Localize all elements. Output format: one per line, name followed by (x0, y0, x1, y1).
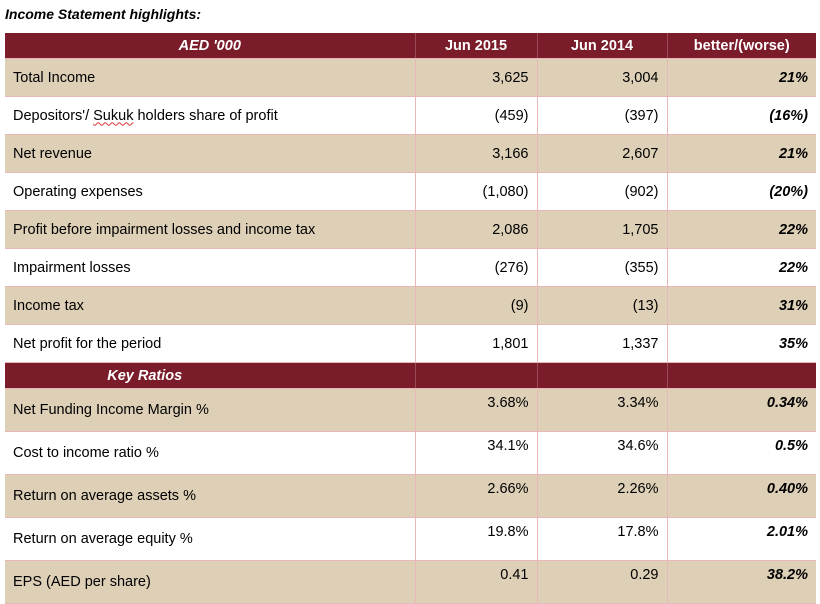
table-row: Operating expenses (1,080) (902) (20%) (5, 172, 816, 211)
value-change: 0.34% (667, 388, 816, 432)
value-jun-2014: 2.26% (537, 474, 668, 518)
row-label: Operating expenses (5, 172, 416, 211)
value-change: 0.5% (667, 431, 816, 475)
table-row: Net profit for the period 1,801 1,337 35… (5, 324, 816, 363)
value-jun-2014: 17.8% (537, 517, 668, 561)
value-change: 31% (667, 286, 816, 325)
row-label: Net profit for the period (5, 324, 416, 363)
value-jun-2014: 34.6% (537, 431, 668, 475)
value-jun-2015: (459) (415, 96, 538, 135)
value-change: 22% (667, 210, 816, 249)
value-jun-2014: 0.29 (537, 560, 668, 604)
value-jun-2014: (902) (537, 172, 668, 211)
value-jun-2015: 2,086 (415, 210, 538, 249)
table-row: Net revenue 3,166 2,607 21% (5, 134, 816, 173)
table-row: Profit before impairment losses and inco… (5, 210, 816, 249)
header-better-worse: better/(worse) (667, 33, 816, 59)
value-jun-2015: (9) (415, 286, 538, 325)
value-jun-2014: (13) (537, 286, 668, 325)
value-jun-2015: 2.66% (415, 474, 538, 518)
value-change: 21% (667, 58, 816, 97)
value-change: (20%) (667, 172, 816, 211)
header-spacer (537, 362, 668, 389)
table-row: Total Income 3,625 3,004 21% (5, 58, 816, 97)
value-jun-2014: 2,607 (537, 134, 668, 173)
header-jun-2015: Jun 2015 (415, 33, 538, 59)
key-ratios-heading: Key Ratios (5, 362, 416, 389)
row-label: Return on average assets % (5, 474, 416, 518)
value-jun-2015: 3,625 (415, 58, 538, 97)
table-row: Cost to income ratio % 34.1% 34.6% 0.5% (5, 431, 816, 475)
row-label: Profit before impairment losses and inco… (5, 210, 416, 249)
value-change: 0.40% (667, 474, 816, 518)
value-jun-2014: 1,337 (537, 324, 668, 363)
row-label: Cost to income ratio % (5, 431, 416, 475)
row-label: Net Funding Income Margin % (5, 388, 416, 432)
value-change: 21% (667, 134, 816, 173)
row-label-suffix: holders share of profit (133, 107, 278, 124)
value-change: 22% (667, 248, 816, 287)
header-currency-label: AED '000 (5, 33, 416, 59)
value-change: 2.01% (667, 517, 816, 561)
value-change: (16%) (667, 96, 816, 135)
value-jun-2014: (355) (537, 248, 668, 287)
value-jun-2014: (397) (537, 96, 668, 135)
table-row: Impairment losses (276) (355) 22% (5, 248, 816, 287)
key-ratios-label: Key Ratios (107, 367, 183, 384)
row-label: Income tax (5, 286, 416, 325)
value-jun-2015: 1,801 (415, 324, 538, 363)
row-label: Net revenue (5, 134, 416, 173)
table-row: Return on average assets % 2.66% 2.26% 0… (5, 474, 816, 518)
value-jun-2015: 3,166 (415, 134, 538, 173)
row-label-prefix: Depositors'/ (13, 107, 94, 124)
row-label: Total Income (5, 58, 416, 97)
value-change: 35% (667, 324, 816, 363)
key-ratios-header-row: Key Ratios (5, 362, 816, 389)
value-jun-2015: 3.68% (415, 388, 538, 432)
header-spacer (415, 362, 538, 389)
value-jun-2014: 3,004 (537, 58, 668, 97)
table-row: Net Funding Income Margin % 3.68% 3.34% … (5, 388, 816, 432)
row-label-sukuk: Sukuk (93, 107, 134, 124)
header-spacer (667, 362, 816, 389)
section-title: Income Statement highlights: (5, 6, 202, 22)
value-jun-2014: 1,705 (537, 210, 668, 249)
row-label: Return on average equity % (5, 517, 416, 561)
income-statement-table: AED '000 Jun 2015 Jun 2014 better/(worse… (5, 33, 816, 604)
table-row: Depositors'/ Sukuk holders share of prof… (5, 96, 816, 135)
table-row: Return on average equity % 19.8% 17.8% 2… (5, 517, 816, 561)
value-jun-2015: 34.1% (415, 431, 538, 475)
row-label: Depositors'/ Sukuk holders share of prof… (5, 96, 416, 135)
value-jun-2015: 19.8% (415, 517, 538, 561)
value-jun-2015: 0.41 (415, 560, 538, 604)
header-jun-2014: Jun 2014 (537, 33, 668, 59)
value-jun-2014: 3.34% (537, 388, 668, 432)
table-row: Income tax (9) (13) 31% (5, 286, 816, 325)
value-jun-2015: (1,080) (415, 172, 538, 211)
value-jun-2015: (276) (415, 248, 538, 287)
value-change: 38.2% (667, 560, 816, 604)
table-header-row: AED '000 Jun 2015 Jun 2014 better/(worse… (5, 33, 816, 59)
row-label: Impairment losses (5, 248, 416, 287)
table-row: EPS (AED per share) 0.41 0.29 38.2% (5, 560, 816, 604)
row-label: EPS (AED per share) (5, 560, 416, 604)
